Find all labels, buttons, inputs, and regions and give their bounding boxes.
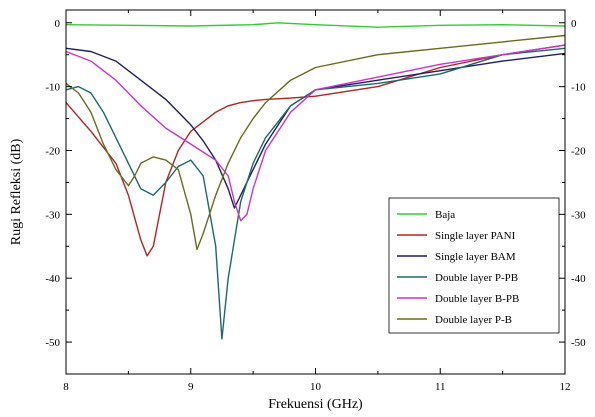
y-tick-label: -50 [45,337,60,349]
series-line-4 [65,44,566,222]
x-tick-label: 11 [435,381,446,393]
y-tick-label-right: -10 [571,82,586,94]
legend-box [388,197,560,334]
y-tick-label: -10 [45,82,60,94]
y-tick-label: -40 [45,273,60,285]
legend-label: Double layer P-PB [435,272,518,284]
series-line-3 [65,47,566,340]
axes-layer: 8 9 10 11 12 0 0 -10 -10 -20 -20 -30 -30 -40 -40 -50 -50 [45,10,586,393]
y-tick-label: -30 [45,209,60,221]
x-tick-label: 10 [310,381,322,393]
y-axis-label: Rugi Refleksi (dB) [9,138,24,245]
y-tick-label-right: -20 [571,145,586,157]
y-tick-label: 0 [55,18,61,30]
series-line-5 [65,34,566,251]
y-tick-label-right: 0 [571,18,577,30]
series-line-2 [65,47,566,209]
series-line-0 [65,22,566,28]
y-tick-label-right: -30 [571,209,586,221]
y-tick-label-right: -40 [571,273,586,285]
legend-label: Baja [435,209,455,221]
series-layer [65,22,566,340]
x-tick-label: 9 [188,381,194,393]
x-tick-label: 12 [560,381,571,393]
legend-label: Single layer PANI [435,230,516,242]
legend-label: Double layer B-PB [435,293,519,305]
legend: Baja Single layer PANI Single layer BAM Dou… [388,197,560,334]
y-tick-label-right: -50 [571,337,586,349]
series-line-1 [65,44,566,257]
x-axis-label: Frekuensi (GHz) [268,397,363,412]
legend-label: Double layer P-B [435,314,512,326]
x-tick-label: 8 [63,381,69,393]
y-tick-label: -20 [45,145,60,157]
legend-label: Single layer BAM [435,251,516,263]
